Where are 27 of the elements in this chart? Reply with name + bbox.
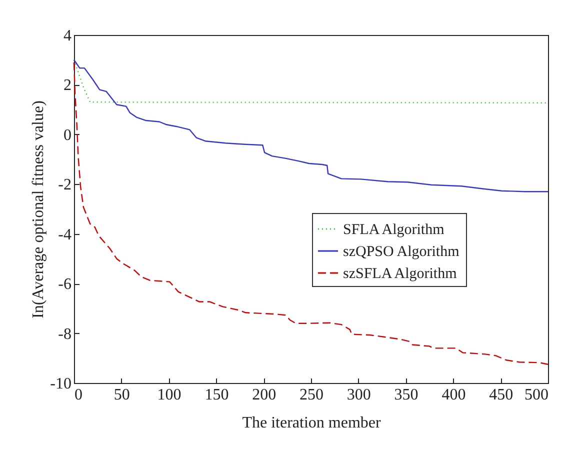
x-tick-label: 100 [157,386,182,404]
x-tick-label: 500 [524,386,548,404]
y-tick-label: 4 [64,28,72,44]
x-tick-label: 350 [394,386,418,404]
x-tick-label: 200 [252,386,276,404]
line-series [73,59,549,192]
line-series [73,62,549,365]
x-axis-title: The iteration member [242,414,382,432]
y-tick-label: 2 [64,77,72,94]
line-series [73,59,549,104]
x-tick-label: 50 [114,386,130,404]
y-tick-label: -2 [58,176,72,194]
y-tick-label: 0 [64,126,72,144]
x-tick-label: 300 [346,386,371,404]
legend-label: szSFLA Algorithm [343,266,458,282]
x-tick-label: 400 [442,386,466,404]
y-tick-label: -10 [50,376,72,392]
y-tick-label: -4 [58,226,72,244]
legend-label: SFLA Algorithm [343,222,445,238]
x-tick-label: 150 [204,386,229,404]
x-tick-label: 250 [300,386,324,404]
y-tick-label: -8 [58,326,72,343]
x-tick-label: 0 [74,386,82,404]
x-tick-label: 450 [489,386,514,404]
y-tick-label: -6 [58,276,72,294]
y-axis-title: In(Average optional fitness value) [30,100,48,318]
legend-label: szQPSO Algorithm [343,244,460,260]
